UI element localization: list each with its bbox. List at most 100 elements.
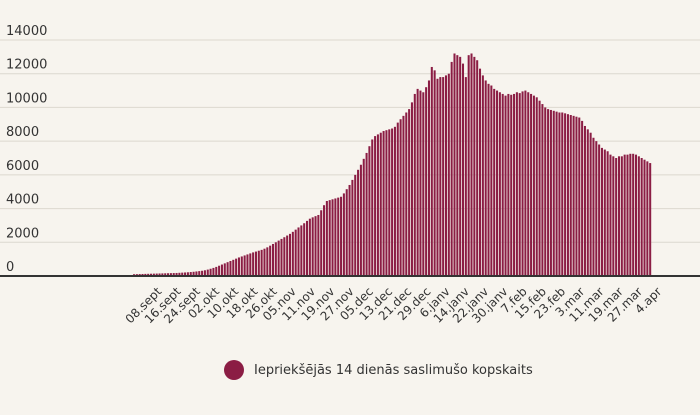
bar xyxy=(646,161,649,276)
bar xyxy=(266,247,269,276)
bar xyxy=(229,261,232,276)
bar xyxy=(198,271,201,276)
bar xyxy=(561,112,564,277)
bar xyxy=(456,55,459,276)
bar xyxy=(345,189,348,276)
bar xyxy=(243,255,246,276)
bar xyxy=(323,205,326,276)
bar xyxy=(515,92,518,276)
bar xyxy=(447,73,450,277)
bar xyxy=(274,242,277,276)
bars xyxy=(133,53,652,277)
bar xyxy=(549,109,552,277)
bar xyxy=(586,129,589,276)
bar xyxy=(212,267,215,276)
bar xyxy=(220,264,223,276)
bar xyxy=(433,70,436,276)
bar xyxy=(317,214,320,276)
bar xyxy=(569,115,572,276)
y-tick-label: 10000 xyxy=(6,91,47,106)
bar xyxy=(371,139,374,276)
bar xyxy=(640,158,643,276)
bar xyxy=(206,269,209,276)
bar xyxy=(362,158,365,276)
bar xyxy=(311,217,314,276)
bar xyxy=(617,156,621,276)
bar xyxy=(532,95,535,276)
bar xyxy=(632,153,635,276)
bar xyxy=(595,141,598,276)
bar xyxy=(294,229,297,276)
bar xyxy=(175,272,178,276)
bar xyxy=(150,273,153,276)
bar xyxy=(413,93,416,276)
bar xyxy=(184,272,187,276)
bar xyxy=(235,258,238,276)
bar xyxy=(277,240,280,276)
bar xyxy=(464,77,467,276)
bar xyxy=(391,128,394,276)
bar xyxy=(291,231,294,276)
bar xyxy=(161,273,164,276)
bar xyxy=(566,114,569,276)
bar xyxy=(382,131,385,276)
bar xyxy=(484,80,487,277)
bar xyxy=(513,93,516,276)
bar xyxy=(583,125,586,276)
bar xyxy=(288,233,292,276)
bar xyxy=(325,200,328,276)
bar xyxy=(141,273,144,276)
bar xyxy=(286,235,289,276)
y-tick-label: 4000 xyxy=(6,193,39,208)
grid-lines xyxy=(0,39,700,243)
bar xyxy=(374,136,377,276)
bar xyxy=(155,273,158,276)
bar xyxy=(552,110,555,276)
bar xyxy=(365,152,368,276)
bar xyxy=(186,272,189,276)
bar xyxy=(535,97,538,276)
bar xyxy=(527,92,530,276)
bar xyxy=(164,273,167,276)
bar xyxy=(201,270,204,276)
bar xyxy=(303,223,306,276)
bar xyxy=(379,132,382,276)
bar xyxy=(541,104,544,276)
bar xyxy=(167,273,170,276)
bar xyxy=(249,253,252,276)
bar xyxy=(306,220,309,276)
bar xyxy=(223,263,226,276)
bar xyxy=(544,107,547,277)
bar xyxy=(169,273,172,276)
bar xyxy=(300,225,303,276)
bar xyxy=(189,272,192,276)
bar xyxy=(328,200,331,276)
bar xyxy=(252,252,255,276)
bar xyxy=(634,154,638,276)
bar xyxy=(603,149,606,276)
bar xyxy=(376,134,379,276)
legend: Iepriekšējās 14 dienās saslimušo kopskai… xyxy=(224,360,533,380)
bar xyxy=(158,273,161,276)
bar xyxy=(144,273,147,276)
bar xyxy=(581,120,584,276)
bar xyxy=(402,115,405,276)
bar xyxy=(439,77,442,276)
bar xyxy=(257,250,260,276)
bar xyxy=(649,163,652,276)
bar xyxy=(232,259,235,276)
bar xyxy=(430,66,433,276)
legend-label: Iepriekšējās 14 dienās saslimušo kopskai… xyxy=(254,362,533,378)
bar xyxy=(388,129,391,276)
bar xyxy=(408,109,411,276)
bar xyxy=(510,94,513,276)
bar xyxy=(637,156,640,276)
bar xyxy=(147,273,150,276)
bar xyxy=(422,92,425,276)
legend-swatch xyxy=(224,360,244,380)
y-tick-label: 14000 xyxy=(6,24,47,39)
bar xyxy=(481,75,484,277)
bar xyxy=(314,216,317,276)
bar xyxy=(547,109,550,276)
